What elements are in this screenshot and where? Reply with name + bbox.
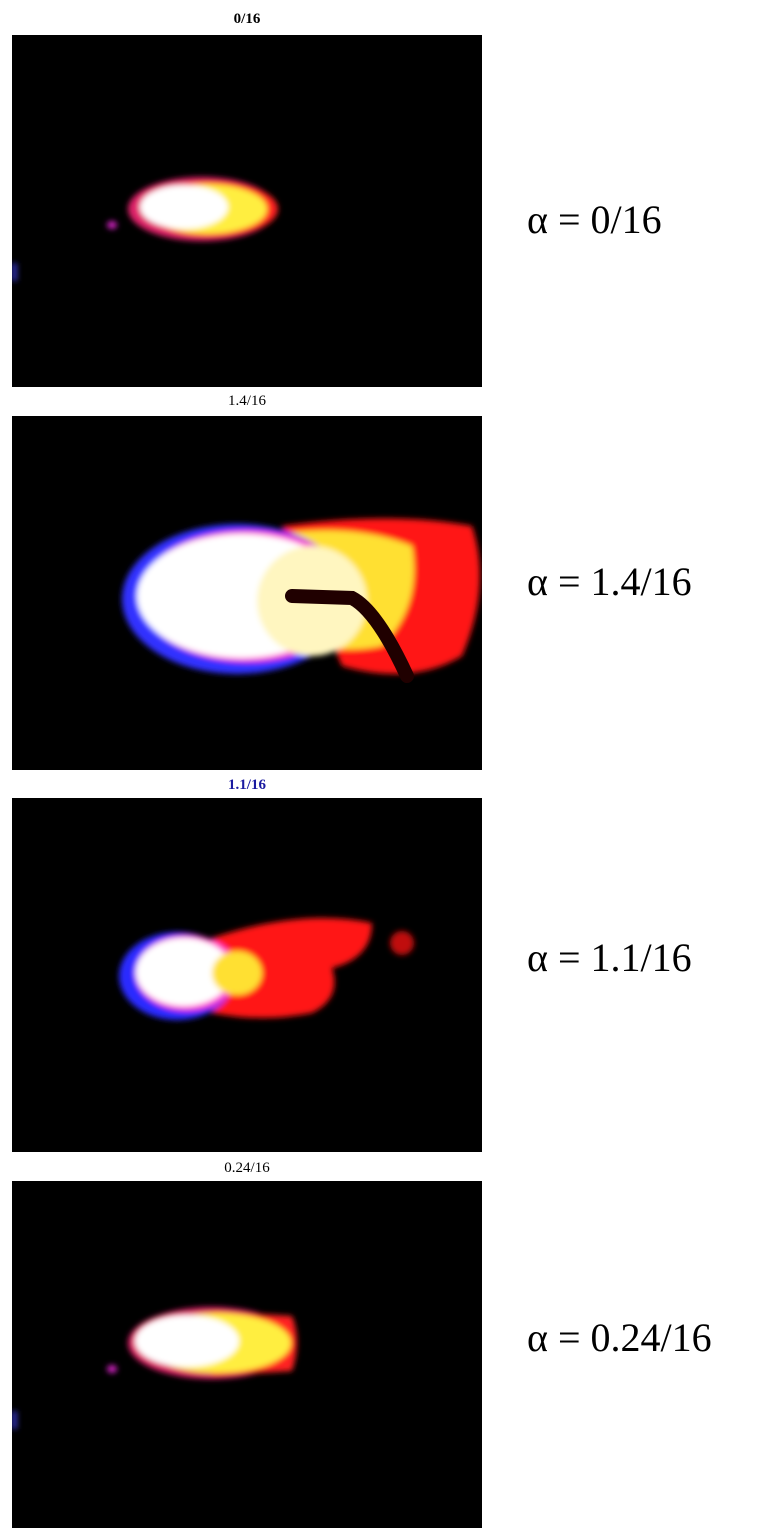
panel-caption: 1.4/16 xyxy=(12,392,482,410)
figure: 0/16 α = 0/16 1.4/16 α = 1.4/16 1.1/16 α… xyxy=(0,0,763,1528)
plume-image xyxy=(12,798,482,1152)
panel-caption: 0/16 xyxy=(12,10,482,28)
alpha-label: α = 0/16 xyxy=(527,197,662,243)
panel-caption: 0.24/16 xyxy=(12,1159,482,1177)
alpha-label: α = 1.1/16 xyxy=(527,935,692,981)
alpha-label: α = 1.4/16 xyxy=(527,559,692,605)
panel-caption: 1.1/16 xyxy=(12,776,482,794)
plume-image xyxy=(12,416,482,770)
plume-image xyxy=(12,35,482,387)
alpha-label: α = 0.24/16 xyxy=(527,1315,712,1361)
plume-image xyxy=(12,1181,482,1528)
